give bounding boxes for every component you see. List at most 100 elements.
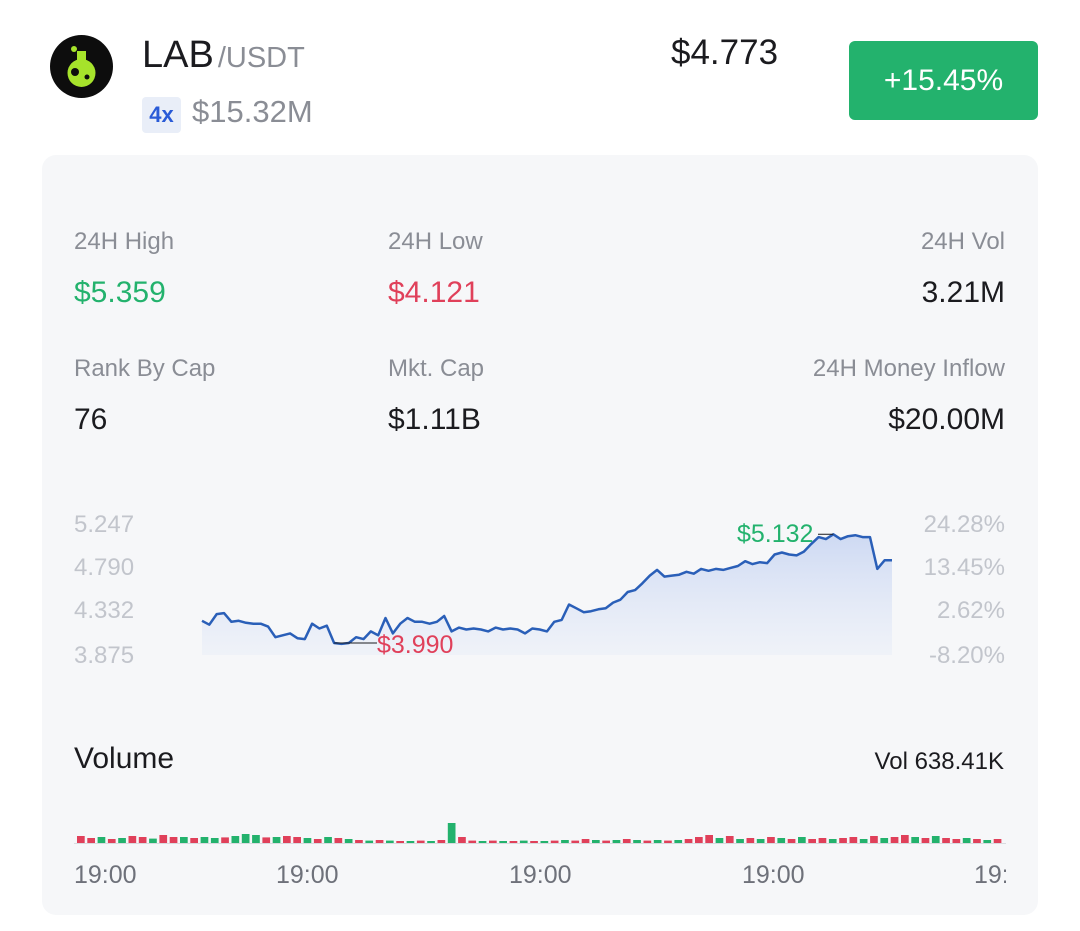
volume-bar (973, 839, 981, 843)
current-price: $4.773 (671, 33, 779, 72)
volume-bar (406, 841, 415, 843)
volume-bar (437, 840, 446, 843)
time-label: 19:00 (276, 861, 339, 889)
volume-bar (303, 838, 312, 843)
volume-bar (756, 839, 765, 843)
volume-bar (87, 838, 95, 843)
volume-bar (97, 837, 106, 843)
volume-bar (777, 838, 786, 843)
rank-value: 76 (74, 403, 108, 436)
volume-bar (396, 841, 404, 843)
volume-bar (200, 837, 209, 843)
volume-bar (489, 840, 497, 843)
volume-bar (468, 840, 477, 843)
volume-bar (293, 837, 301, 843)
money-inflow-label: 24H Money Inflow (812, 355, 1005, 382)
volume-bar (983, 840, 992, 843)
price-area (202, 534, 892, 655)
volume-bar (962, 838, 971, 843)
base-symbol: LAB (142, 34, 214, 76)
y-tick-right: 13.45% (923, 554, 1005, 581)
volume-bar (365, 840, 374, 843)
volume-bar (746, 838, 755, 843)
volume-bar (695, 837, 703, 843)
volume-bar (870, 836, 878, 843)
y-tick-left: 5.247 (74, 511, 135, 538)
volume-bar (684, 839, 693, 843)
volume-bar (138, 837, 147, 843)
y-tick-left: 4.332 (74, 597, 135, 624)
volume-bar (231, 836, 240, 843)
volume-bar (190, 838, 198, 843)
volume-bar (252, 835, 260, 843)
volume-bar (818, 838, 827, 843)
volume-bar (118, 838, 126, 843)
volume-bar (643, 840, 652, 843)
market-stats-card (42, 155, 1038, 915)
volume-bar (530, 841, 538, 843)
volume-bar (921, 838, 930, 843)
volume-bar (581, 839, 590, 843)
y-tick-left: 4.790 (74, 554, 135, 581)
volume-bar (890, 837, 899, 843)
volume-bar (499, 841, 507, 843)
high-value: $5.359 (74, 276, 166, 309)
volume-bar (859, 839, 868, 843)
volume-bar (622, 839, 631, 843)
volume-bar (767, 837, 775, 843)
quote-symbol: /USDT (217, 42, 305, 74)
volume-bar (653, 840, 662, 843)
volume-24h-value: 3.21M (921, 276, 1005, 309)
volume-bar (159, 835, 168, 843)
volume-bar (324, 837, 332, 843)
volume-bar (540, 841, 549, 843)
volume-bar (458, 837, 466, 843)
volume-bar (77, 836, 85, 843)
token-logo-icon (50, 35, 113, 98)
volume-bar (313, 839, 322, 843)
y-tick-right: -8.20% (928, 642, 1005, 669)
header-market-cap: $15.32M (192, 94, 313, 129)
volume-bar (787, 839, 796, 843)
volume-bar (808, 839, 816, 843)
volume-bar (509, 841, 518, 843)
volume-bar (210, 838, 219, 843)
volume-bar (674, 840, 683, 843)
volume-bar (169, 837, 178, 843)
rank-label: Rank By Cap (74, 355, 216, 382)
market-cap-label: Mkt. Cap (388, 355, 485, 382)
price-line (201, 533, 892, 646)
volume-bar (592, 840, 600, 843)
volume-bar (602, 840, 610, 843)
volume-bar (344, 839, 353, 843)
volume-bar (839, 838, 847, 843)
volume-bar (942, 838, 950, 843)
y-tick-left: 3.875 (74, 642, 135, 669)
time-label: 19:00 (742, 861, 805, 889)
volume-bar (447, 823, 456, 843)
time-label: 19:00 (509, 861, 572, 889)
volume-bar (416, 840, 425, 843)
volume-bar (798, 837, 806, 843)
volume-bar (550, 840, 559, 843)
y-tick-right: 2.62% (936, 597, 1005, 624)
pair-symbol: LAB/USDT (142, 34, 305, 77)
volume-bar (283, 836, 291, 843)
volume-bar (478, 841, 487, 843)
chart-low-label: $3.990 (377, 631, 454, 659)
volume-bar (931, 836, 940, 843)
chart-high-label: $5.132 (737, 520, 814, 548)
y-tick-right: 24.28% (923, 511, 1005, 538)
volume-bar (911, 837, 919, 843)
volume-bar (633, 840, 641, 843)
volume-bar (952, 839, 961, 843)
volume-bar (272, 837, 281, 843)
volume-bar (736, 839, 744, 843)
money-inflow-value: $20.00M (888, 403, 1005, 436)
time-label: 19: (974, 861, 1006, 889)
volume-bar (715, 838, 724, 843)
price-change-button[interactable]: +15.45% (849, 41, 1038, 120)
volume-bar (880, 838, 889, 843)
volume-bar (993, 839, 1002, 843)
volume-bar (427, 841, 435, 843)
